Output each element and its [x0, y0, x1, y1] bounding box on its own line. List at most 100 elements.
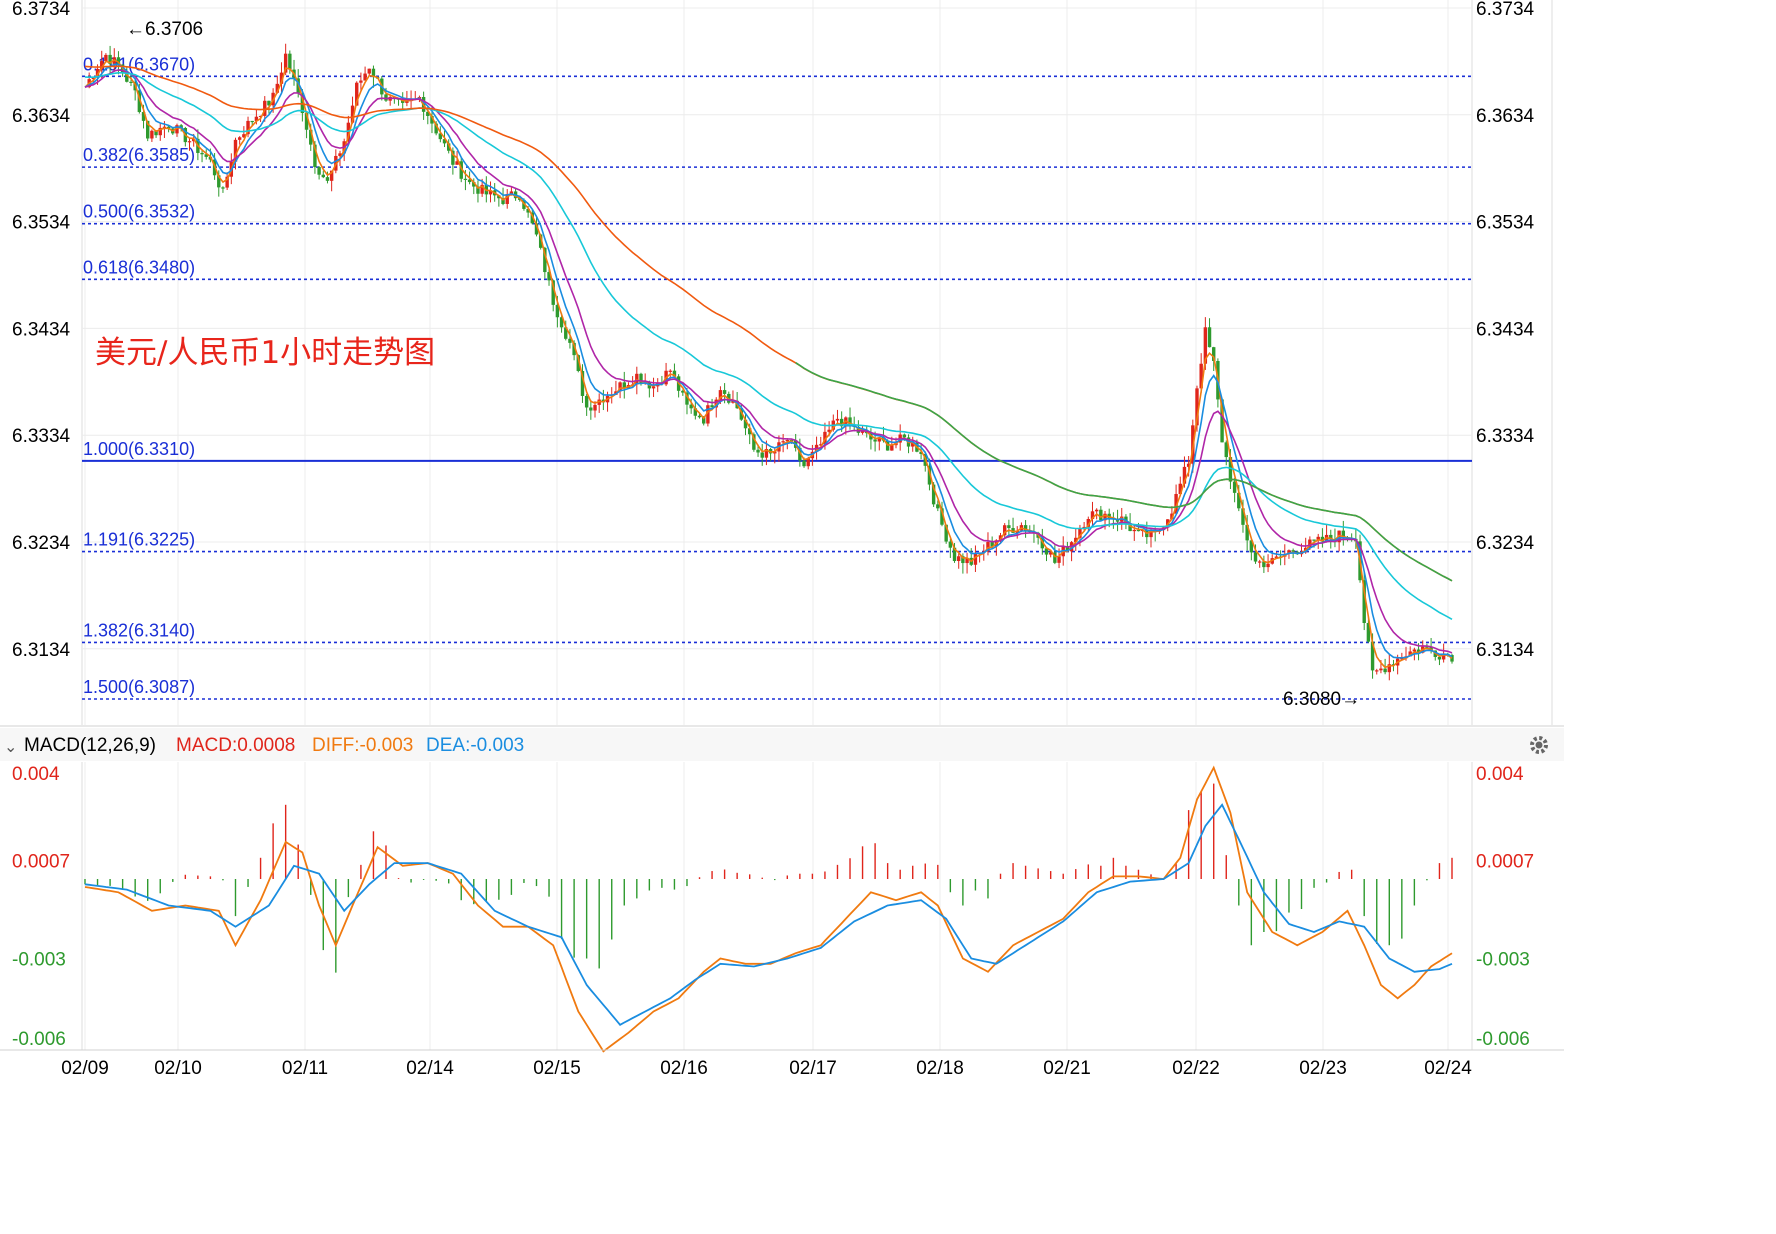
- candle-body: [1341, 530, 1346, 538]
- price-tick-right: 6.3234: [1476, 533, 1535, 554]
- candle-body: [363, 73, 367, 81]
- candle-body: [860, 430, 865, 433]
- candle-body: [1441, 653, 1446, 660]
- candle-body: [288, 53, 292, 70]
- candle-body: [141, 112, 146, 121]
- candle-body: [300, 93, 305, 114]
- candle-body: [1320, 536, 1325, 542]
- time-tick-label: 02/24: [1424, 1058, 1472, 1079]
- candle-body: [116, 57, 121, 65]
- macd-tick-left: -0.003: [12, 950, 66, 971]
- candle-body: [1040, 537, 1045, 549]
- candle-body: [998, 535, 1003, 541]
- candle-body: [1195, 388, 1199, 426]
- moving-averages: [84, 59, 1453, 669]
- macd-tick-right: -0.006: [1476, 1029, 1530, 1050]
- candle-body: [530, 212, 535, 224]
- candle-body: [1078, 528, 1082, 538]
- candle-body: [1329, 534, 1333, 540]
- candle-body: [936, 504, 940, 509]
- candle-body: [1065, 546, 1070, 552]
- candle-body: [1203, 327, 1208, 364]
- candle-body: [221, 187, 225, 189]
- candle-body: [459, 161, 463, 179]
- candle-body: [146, 120, 150, 139]
- time-tick-label: 02/18: [916, 1058, 964, 1079]
- candle-body: [973, 553, 978, 565]
- candle-body: [451, 150, 455, 165]
- candle-body: [467, 179, 472, 183]
- candle-body: [1136, 529, 1141, 532]
- collapse-chevron-icon[interactable]: ⌄: [4, 739, 17, 756]
- candle-body: [689, 404, 693, 409]
- candle-body: [175, 125, 179, 134]
- time-tick-label: 02/21: [1043, 1058, 1091, 1079]
- usdcny-hourly-chart: 0.191(6.3670)0.382(6.3585)0.500(6.3532)0…: [0, 0, 1564, 1079]
- candle-body: [1224, 442, 1228, 458]
- candle-body: [718, 390, 723, 400]
- candle-body: [1178, 483, 1182, 495]
- candle-body: [1408, 651, 1412, 657]
- high-marker: ←6.3706: [126, 19, 203, 40]
- candle-body: [1011, 528, 1015, 533]
- candle-body: [1057, 556, 1061, 563]
- macd-panel: 0.004 0.004 0.0007 0.0007 -0.003 -0.003 -0.006…: [12, 764, 1534, 1053]
- candle-body: [593, 404, 597, 411]
- fib-level-label: 0.500(6.3532): [83, 202, 195, 222]
- macd-tick-left: 0.004: [12, 764, 60, 785]
- moving-average-line: [84, 63, 1453, 659]
- moving-average-line: [84, 59, 1453, 669]
- time-tick-label: 02/22: [1172, 1058, 1220, 1079]
- macd-dea-line: [84, 803, 1453, 1026]
- candle-body: [217, 175, 221, 188]
- candle-body: [355, 82, 359, 106]
- candle-body: [501, 198, 505, 204]
- candle-body: [246, 120, 250, 135]
- candle-body: [1149, 529, 1153, 538]
- candle-body: [584, 395, 589, 408]
- candle-body: [890, 445, 894, 451]
- candle-body: [702, 417, 706, 424]
- candle-body: [1253, 552, 1258, 562]
- candle-body: [1128, 523, 1132, 532]
- price-tick-right: 6.3134: [1476, 640, 1535, 661]
- candle-body: [346, 122, 351, 142]
- candle-body: [275, 83, 279, 93]
- candle-body: [710, 405, 714, 408]
- macd-value: MACD:0.0008: [176, 735, 295, 756]
- candle-body: [91, 77, 96, 80]
- candle-body: [948, 541, 953, 548]
- macd-dea-value: DEA:-0.003: [426, 735, 524, 756]
- candle-body: [162, 126, 167, 128]
- candle-body: [279, 72, 284, 84]
- candle-body: [568, 338, 572, 343]
- candle-body: [1090, 511, 1095, 520]
- candle-body: [1212, 347, 1216, 361]
- candle-body: [350, 105, 355, 123]
- price-tick-right: 6.3534: [1476, 213, 1535, 234]
- candle-body: [304, 113, 309, 130]
- candle-body: [1103, 513, 1107, 521]
- macd-tick-left: -0.006: [12, 1029, 66, 1050]
- candle-body: [430, 115, 434, 124]
- candle-body: [1132, 529, 1136, 532]
- candle-body: [743, 419, 748, 429]
- candle-body: [986, 542, 990, 552]
- candle-body: [438, 133, 443, 140]
- candle-body: [1425, 646, 1429, 648]
- candle-body: [505, 194, 509, 204]
- candle-body: [1007, 525, 1011, 529]
- candle-body: [819, 444, 823, 446]
- candle-body: [543, 247, 547, 273]
- candle-body: [576, 355, 580, 371]
- candle-body: [651, 386, 656, 389]
- chart-title: 美元/人民币1小时走势图: [95, 335, 435, 371]
- candle-body: [446, 143, 451, 151]
- candle-body: [254, 116, 259, 121]
- fibonacci-levels: 0.191(6.3670)0.382(6.3585)0.500(6.3532)0…: [82, 54, 1472, 700]
- candle-body: [1287, 550, 1291, 554]
- time-tick-label: 02/17: [789, 1058, 837, 1079]
- settings-gear-icon[interactable]: [1530, 736, 1548, 754]
- macd-tick-right: 0.004: [1476, 764, 1524, 785]
- candle-body: [434, 123, 438, 134]
